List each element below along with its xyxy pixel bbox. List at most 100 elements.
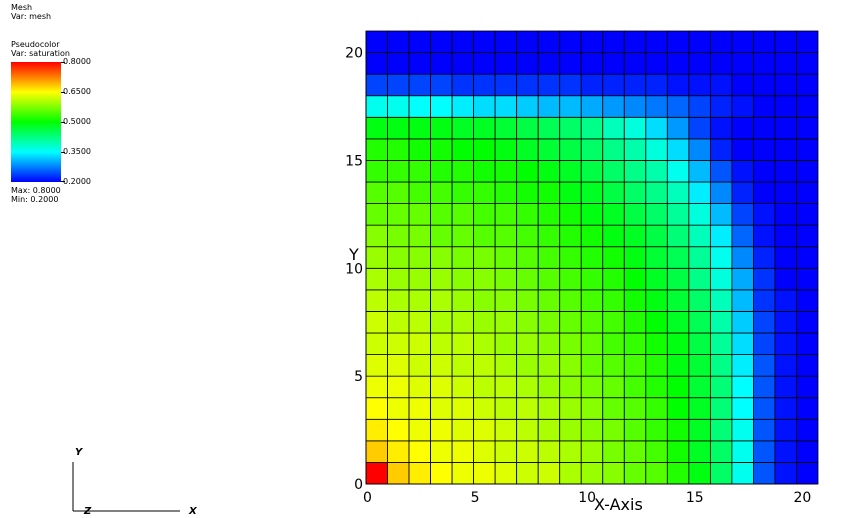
heatmap-cell bbox=[602, 311, 625, 334]
heatmap-cell bbox=[451, 181, 475, 204]
heatmap-cell bbox=[731, 311, 754, 334]
heatmap-cell bbox=[559, 30, 582, 53]
heatmap-cell bbox=[645, 95, 668, 118]
heatmap-cell bbox=[430, 440, 453, 463]
heatmap-cell bbox=[408, 267, 431, 291]
heatmap-cell bbox=[709, 289, 733, 312]
heatmap-cell bbox=[580, 462, 604, 485]
heatmap-cell bbox=[731, 181, 754, 204]
heatmap-cell bbox=[666, 181, 690, 204]
heatmap-cell bbox=[387, 160, 410, 183]
colorbar bbox=[11, 62, 61, 182]
heatmap-cell bbox=[774, 73, 797, 97]
heatmap-cell bbox=[774, 289, 797, 312]
heatmap-cell bbox=[430, 246, 453, 269]
heatmap-cell bbox=[408, 354, 431, 377]
x-tick-label: 0 bbox=[363, 490, 372, 506]
heatmap-cell bbox=[688, 418, 711, 442]
heatmap-cell bbox=[494, 311, 518, 334]
heatmap-cell bbox=[430, 267, 453, 291]
heatmap-cell bbox=[473, 418, 496, 442]
heatmap-cell bbox=[580, 332, 604, 355]
heatmap-cell bbox=[774, 52, 797, 75]
heatmap-cell bbox=[473, 289, 496, 312]
heatmap-cell bbox=[731, 138, 754, 161]
heatmap-cell bbox=[408, 397, 431, 420]
heatmap-cell bbox=[580, 203, 604, 226]
heatmap-cell bbox=[494, 73, 518, 97]
heatmap-cell bbox=[387, 440, 410, 463]
colorbar-tick-label: 0.6500 bbox=[63, 87, 91, 96]
x-tick-label: 15 bbox=[686, 490, 704, 506]
colorbar-max-label: Max: 0.8000 bbox=[11, 186, 61, 195]
heatmap-cell bbox=[731, 30, 754, 53]
heatmap-cell bbox=[666, 116, 690, 140]
heatmap-cell bbox=[559, 160, 582, 183]
heatmap-cell bbox=[473, 95, 496, 118]
heatmap-cell bbox=[494, 418, 518, 442]
heatmap-cell bbox=[430, 73, 453, 97]
heatmap-cell bbox=[623, 95, 647, 118]
heatmap-cell bbox=[473, 52, 496, 75]
heatmap-cell bbox=[537, 138, 561, 161]
heatmap-cell bbox=[709, 311, 733, 334]
heatmap-cell bbox=[580, 95, 604, 118]
heatmap-cell bbox=[645, 462, 668, 485]
heatmap-cell bbox=[473, 30, 496, 53]
heatmap-cell bbox=[796, 52, 819, 75]
heatmap-cell bbox=[623, 116, 647, 140]
heatmap-cell bbox=[753, 52, 776, 75]
heatmap-cell bbox=[451, 311, 475, 334]
heatmap-cell bbox=[494, 289, 518, 312]
heatmap-cell bbox=[666, 397, 690, 420]
heatmap-cell bbox=[365, 224, 388, 248]
heatmap-cell bbox=[688, 73, 711, 97]
heatmap-cell bbox=[796, 95, 819, 118]
heatmap-cell bbox=[666, 73, 690, 97]
heatmap-cell bbox=[387, 267, 410, 291]
heatmap-cell bbox=[387, 311, 410, 334]
heatmap-cell bbox=[645, 203, 668, 226]
heatmap-cell bbox=[559, 95, 582, 118]
heatmap-cell bbox=[688, 116, 711, 140]
heatmap-cell bbox=[365, 246, 388, 269]
heatmap-cell bbox=[709, 440, 733, 463]
heatmap-cell bbox=[537, 181, 561, 204]
heatmap-cell bbox=[796, 462, 819, 485]
heatmap-cell bbox=[494, 52, 518, 75]
heatmap-cell bbox=[580, 418, 604, 442]
heatmap-cell bbox=[537, 30, 561, 53]
heatmap-cell bbox=[451, 289, 475, 312]
heatmap-cell bbox=[774, 267, 797, 291]
heatmap-cell bbox=[516, 95, 539, 118]
heatmap-cell bbox=[430, 203, 453, 226]
heatmap-cell bbox=[494, 462, 518, 485]
colorbar-min-label: Min: 0.2000 bbox=[11, 195, 59, 204]
heatmap-cell bbox=[580, 160, 604, 183]
heatmap-cell bbox=[623, 440, 647, 463]
heatmap-cell bbox=[387, 462, 410, 485]
heatmap-cell bbox=[645, 30, 668, 53]
heatmap-cell bbox=[623, 289, 647, 312]
heatmap-cell bbox=[645, 116, 668, 140]
heatmap-cell bbox=[731, 440, 754, 463]
heatmap-cell bbox=[602, 267, 625, 291]
heatmap-cell bbox=[709, 181, 733, 204]
heatmap-cell bbox=[516, 440, 539, 463]
heatmap-cell bbox=[688, 332, 711, 355]
heatmap-cell bbox=[537, 332, 561, 355]
heatmap-cell bbox=[537, 95, 561, 118]
heatmap-cell bbox=[731, 354, 754, 377]
heatmap-cell bbox=[559, 224, 582, 248]
heatmap-cell bbox=[559, 203, 582, 226]
heatmap-cell bbox=[537, 289, 561, 312]
heatmap-cell bbox=[473, 73, 496, 97]
heatmap-cell bbox=[494, 95, 518, 118]
heatmap-cell bbox=[494, 30, 518, 53]
heatmap-cell bbox=[430, 95, 453, 118]
heatmap-cell bbox=[602, 289, 625, 312]
heatmap-cell bbox=[387, 30, 410, 53]
heatmap-cell bbox=[516, 224, 539, 248]
heatmap-cell bbox=[688, 52, 711, 75]
